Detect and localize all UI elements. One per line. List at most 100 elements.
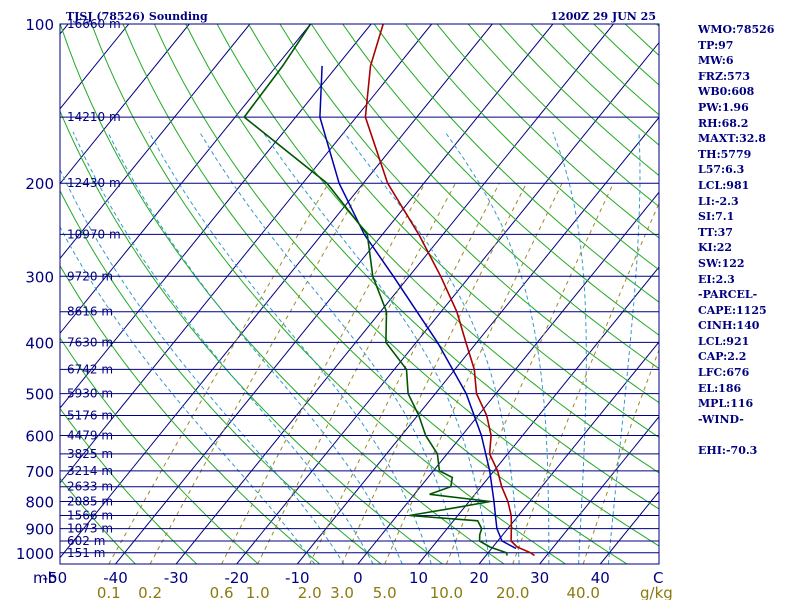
- pressure-tick-label: 100: [25, 16, 54, 34]
- mixing-ratio-tick-label: 40.0: [566, 584, 599, 600]
- temperature-tick-label: -30: [164, 569, 189, 587]
- isotherm-line: [60, 24, 372, 409]
- isotherm-line: [60, 24, 493, 559]
- moist-adiabat-line: [60, 226, 316, 564]
- index-item: TT:37: [698, 225, 733, 239]
- moist-adiabat-line: [262, 131, 491, 564]
- dry-adiabat-line: [60, 189, 382, 564]
- temperature-tick-label: 40: [591, 569, 610, 587]
- dry-adiabat-line: [185, 24, 659, 510]
- index-item: CAPE:1125: [698, 303, 767, 317]
- index-item: RH:68.2: [698, 116, 749, 130]
- pressure-labels: 100 200 300 400 500 600 700 800 900 1000: [16, 16, 54, 563]
- temperature-tick-label: 10: [409, 569, 428, 587]
- height-label: 1566 m: [67, 509, 113, 523]
- isotherm-line: [60, 24, 190, 185]
- dry-adiabat-line: [373, 24, 659, 303]
- pressure-tick-label: 800: [25, 494, 54, 512]
- height-label: 6742 m: [67, 362, 113, 376]
- height-label: 14210 m: [67, 110, 121, 124]
- pressure-tick-label: 1000: [16, 545, 54, 563]
- dewpoint-trace: [243, 24, 508, 556]
- index-item: PW:1.96: [698, 100, 749, 114]
- height-label: 8616 m: [67, 305, 113, 319]
- height-label: 12430 m: [67, 176, 121, 190]
- isotherm-line: [115, 24, 554, 564]
- isotherm-line: [60, 24, 433, 484]
- dry-adiabat-line: [405, 24, 659, 271]
- index-item: EI:2.3: [698, 272, 735, 286]
- mixing-ratio-line: [512, 202, 659, 564]
- height-label: 1073 m: [67, 522, 113, 536]
- dry-adiabat-line: [60, 24, 505, 564]
- pressure-unit-label: mb: [33, 569, 57, 587]
- mixing-ratio-line: [445, 182, 614, 564]
- pressure-tick-label: 300: [25, 268, 54, 286]
- mixing-ratio-tick-label: 0.2: [138, 584, 162, 600]
- temperature-labels: -50 -40 -30 -20 -10 0 10 20 30 40: [43, 569, 610, 587]
- mixing-ratio-tick-label: 2.0: [298, 584, 322, 600]
- index-item: LI:-2.3: [698, 194, 739, 208]
- height-label: 3214 m: [67, 464, 113, 478]
- isotherm-line: [357, 191, 659, 564]
- index-item: FRZ:573: [698, 69, 751, 83]
- moist-adiabat-line: [199, 131, 461, 564]
- moist-adiabat-line: [444, 131, 550, 564]
- index-item: WB0:608: [698, 85, 755, 99]
- mixing-ratio-tick-label: 10.0: [430, 584, 463, 600]
- indices-panel: WMO:78526 TP:97 MW:6 FRZ:573 WB0:608 PW:1.96 R…: [698, 22, 798, 459]
- mixing-ratio-line: [108, 182, 329, 564]
- moist-adiabat-line: [107, 131, 403, 564]
- isotherm-line: [418, 266, 659, 564]
- parcel-trace: [319, 65, 517, 550]
- mixing-ratio-line: [582, 348, 659, 564]
- dry-adiabat-line: [60, 109, 443, 564]
- index-item: LFC:676: [698, 366, 750, 380]
- index-item: L57:6.3: [698, 163, 745, 177]
- mixing-ratio-line: [384, 182, 563, 564]
- height-label: 7630 m: [67, 335, 113, 349]
- height-label: 151 m: [67, 546, 105, 560]
- height-label: 10970 m: [67, 227, 121, 241]
- background-lines: [60, 24, 659, 564]
- moist-adiabat-line: [60, 168, 345, 564]
- dry-adiabat-line: [60, 337, 259, 564]
- isotherm-line: [539, 415, 659, 564]
- moist-adiabat-line: [148, 131, 432, 564]
- dry-adiabat-line: [279, 24, 659, 404]
- mixing-ratio-tick-label: 3.0: [330, 584, 354, 600]
- mixing-ratio-line: [221, 182, 426, 564]
- temperature-tick-label: -40: [103, 569, 128, 587]
- height-label: 16660 m: [67, 17, 121, 31]
- isobars: [60, 24, 659, 554]
- moist-adiabat-line: [607, 131, 641, 564]
- index-item: CINH:140: [698, 319, 760, 333]
- index-item: [698, 427, 798, 443]
- height-label: 4479 m: [67, 429, 113, 443]
- index-item: SI:7.1: [698, 210, 735, 224]
- isotherm-line: [236, 41, 659, 564]
- index-item: SW:122: [698, 256, 745, 270]
- dry-adiabat-line: [310, 24, 659, 370]
- isotherm-line: [60, 24, 69, 35]
- temperature-unit-label: C: [653, 569, 663, 587]
- dry-adiabat-line: [60, 264, 321, 564]
- index-item: TP:97: [698, 38, 734, 52]
- height-label: 9720 m: [67, 269, 113, 283]
- index-item: KI:22: [698, 241, 733, 255]
- pressure-tick-label: 600: [25, 428, 54, 446]
- mixing-unit-label: g/kg: [640, 584, 673, 600]
- moist-adiabat-line: [343, 131, 520, 564]
- temperature-tick-label: -20: [224, 569, 249, 587]
- pressure-tick-label: 900: [25, 521, 54, 539]
- index-item: MW:6: [698, 54, 734, 68]
- height-labels: 16660 m 14210 m 12430 m 10970 m 9720 m 8616 m…: [67, 17, 121, 560]
- index-item: LCL:921: [698, 334, 750, 348]
- pressure-tick-label: 200: [25, 175, 54, 193]
- plot-frame: [59, 23, 660, 565]
- temperature-tick-label: 0: [353, 569, 363, 587]
- dry-adiabat-line: [216, 24, 659, 474]
- mixing-ratio-tick-label: 20.0: [496, 584, 529, 600]
- index-item: CAP:2.2: [698, 350, 747, 364]
- index-item: LCL:981: [698, 178, 750, 192]
